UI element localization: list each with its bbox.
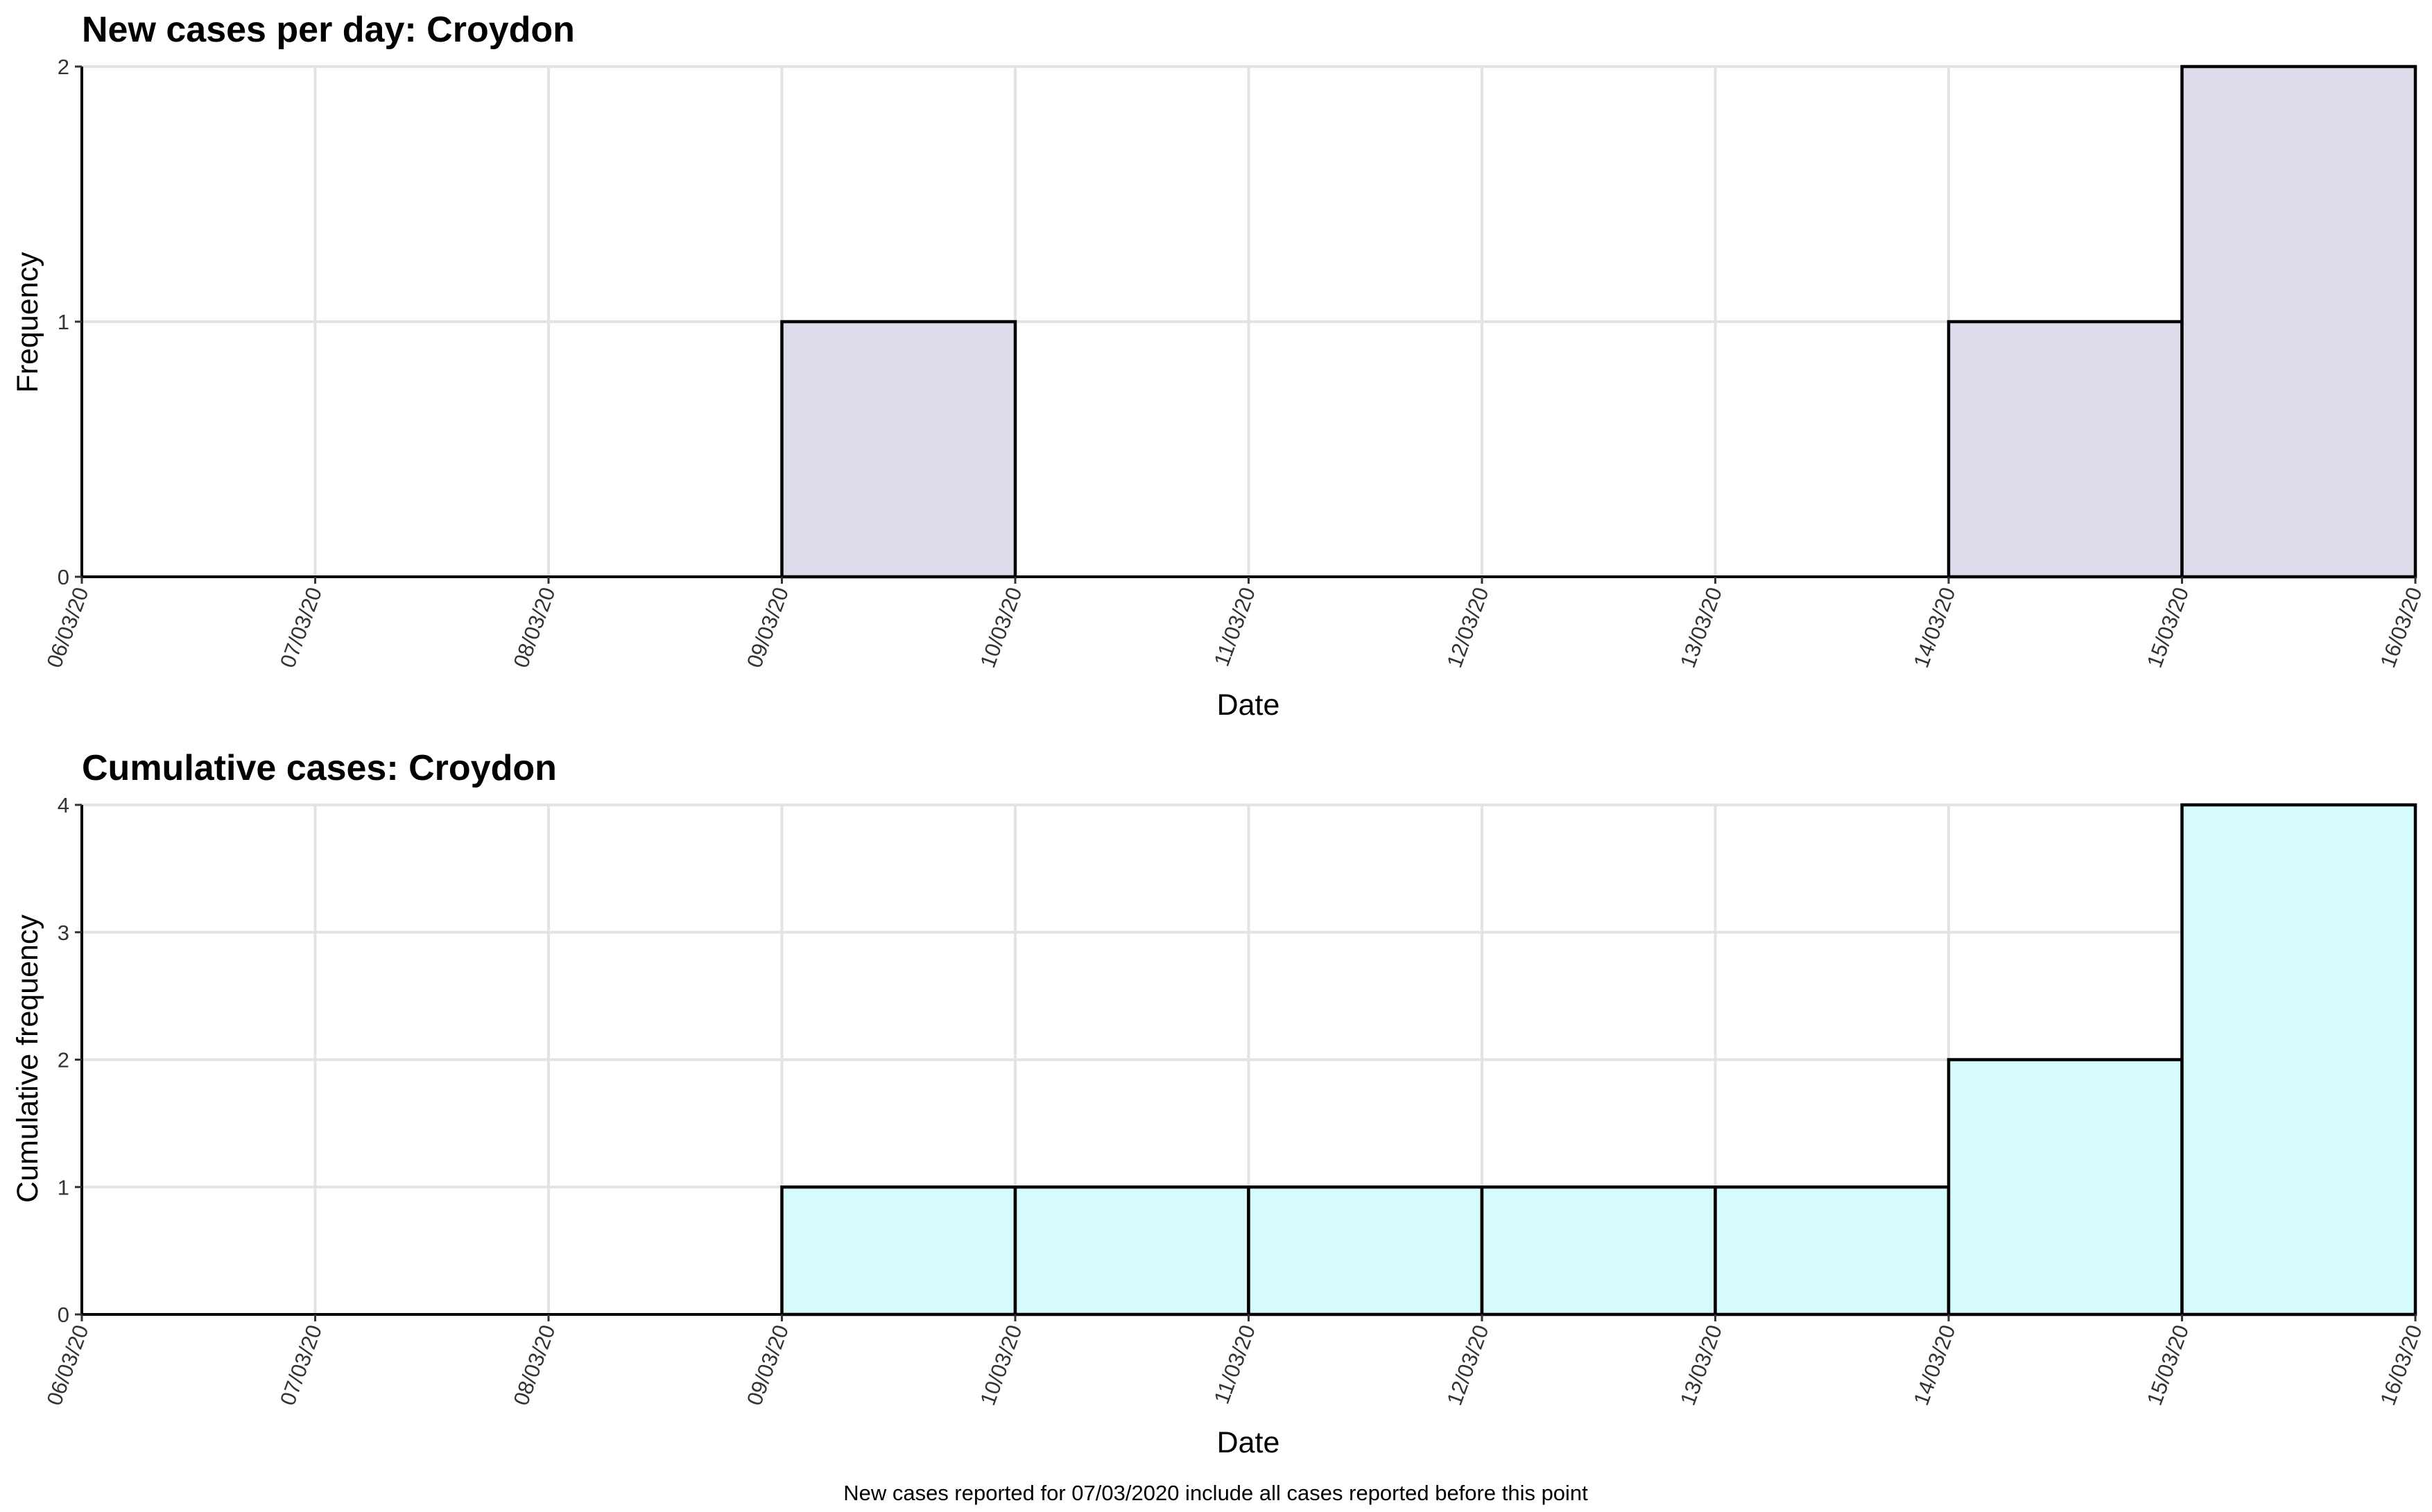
bars: [780, 803, 2417, 1317]
x-tick-label: 14/03/20: [1908, 584, 1960, 670]
y-tick-label: 1: [58, 310, 69, 334]
x-tick-label: 13/03/20: [1675, 1321, 1727, 1408]
bar: [2180, 803, 2417, 1317]
x-tick-label: 12/03/20: [1442, 584, 1493, 670]
y-tick-label: 1: [58, 1175, 69, 1199]
x-tick-label: 11/03/20: [1209, 584, 1260, 669]
y-axis-label: Cumulative frequency: [11, 914, 44, 1203]
bar: [1480, 1185, 1717, 1317]
x-tick-label: 06/03/20: [42, 584, 93, 670]
x-tick-label: 09/03/20: [742, 584, 793, 670]
x-ticks: 06/03/20 07/03/20 08/03/20 09/03/20 10/03/20…: [42, 1314, 2427, 1409]
x-tick-label: 07/03/20: [275, 1321, 327, 1408]
y-ticks: 0 1 2 3 4: [58, 793, 82, 1327]
x-tick-label: 14/03/20: [1908, 1321, 1960, 1408]
x-tick-label: 16/03/20: [2375, 584, 2426, 670]
new-cases-chart: New cases per day: Croydon 012 06/03/20 0…: [11, 10, 2427, 722]
y-tick-label: 2: [58, 1048, 69, 1072]
x-tick-label: 15/03/20: [2142, 584, 2193, 670]
y-tick-label: 0: [58, 1303, 69, 1327]
y-tick-label: 4: [58, 793, 69, 817]
y-tick-label: 0: [58, 565, 69, 589]
bar: [780, 1185, 1017, 1317]
x-ticks: 06/03/20 07/03/20 08/03/20 09/03/20 10/03/20…: [42, 577, 2427, 671]
x-tick-label: 07/03/20: [275, 584, 327, 670]
bar: [1714, 1185, 1951, 1317]
x-tick-label: 09/03/20: [742, 1321, 793, 1408]
x-axis-label: Date: [1217, 1426, 1280, 1459]
y-tick-label: 3: [58, 921, 69, 945]
chart-title: New cases per day: Croydon: [82, 10, 575, 50]
bar: [780, 320, 1017, 579]
bar: [1013, 1185, 1250, 1317]
cumulative-cases-chart: Cumulative cases: Croydon 0 1 2 3 4 06/03/20…: [11, 748, 2427, 1459]
x-tick-label: 12/03/20: [1442, 1321, 1493, 1408]
y-ticks: 0 1 2: [58, 55, 82, 589]
bar: [1247, 1185, 1484, 1317]
x-tick-label: 08/03/20: [508, 584, 560, 670]
x-tick-label: 08/03/20: [508, 1321, 560, 1408]
x-tick-label: 10/03/20: [975, 1321, 1026, 1408]
bar: [1947, 320, 2184, 579]
bar: [1947, 1058, 2184, 1317]
x-tick-label: 13/03/20: [1675, 584, 1727, 670]
y-axis-label: Frequency: [11, 252, 44, 393]
x-tick-label: 10/03/20: [975, 584, 1026, 670]
chart-title: Cumulative cases: Croydon: [82, 748, 557, 788]
x-tick-label: 15/03/20: [2142, 1321, 2193, 1408]
x-tick-label: 16/03/20: [2375, 1321, 2426, 1408]
x-tick-label: 06/03/20: [42, 1321, 93, 1408]
x-tick-label: 11/03/20: [1209, 1321, 1260, 1407]
y-tick-label: 2: [58, 55, 69, 79]
bar: [2180, 64, 2417, 579]
bars: [780, 64, 2417, 579]
x-axis-label: Date: [1217, 688, 1280, 722]
footnote-caption: New cases reported for 07/03/2020 includ…: [843, 1481, 1588, 1505]
